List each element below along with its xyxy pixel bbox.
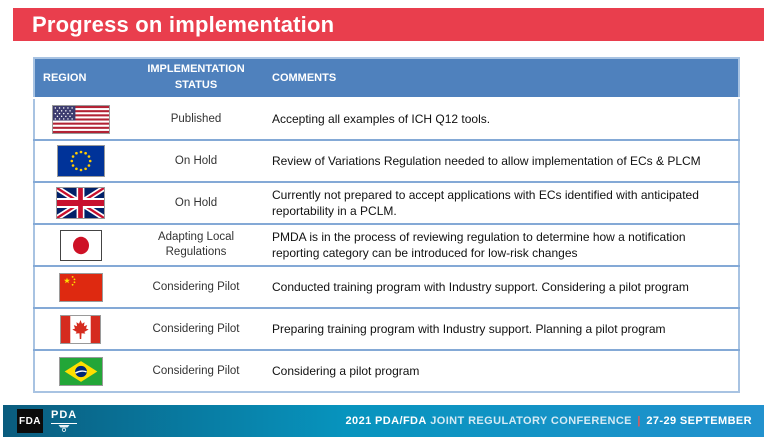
page-title: Progress on implementation [32,11,335,37]
comment-cell: Conducted training program with Industry… [266,265,739,308]
conference-dates: 27-29 SEPTEMBER [646,415,752,427]
flag-china-icon [58,272,103,302]
table-row: Considering Pilot Preparing training pro… [34,307,739,350]
header-implementation-status: IMPLEMENTATION STATUS [126,58,266,99]
table-header-row: REGION IMPLEMENTATION STATUS COMMENTS [34,58,739,99]
flag-japan-icon [59,229,102,261]
table-row: On Hold Review of Variations Regulation … [34,139,739,182]
status-cell: Considering Pilot [126,349,266,392]
flag-canada-icon [60,314,101,344]
footer-logos: FDA PDA [17,409,78,433]
pda-logo-text: PDA [51,410,78,424]
conference-brand: 2021 PDA/FDA [345,415,427,427]
implementation-table: REGION IMPLEMENTATION STATUS COMMENTS [33,57,740,393]
header-region: REGION [34,58,126,99]
table-row: Considering Pilot Considering a pilot pr… [34,349,739,392]
header-comments: COMMENTS [266,58,739,99]
comment-cell: Review of Variations Regulation needed t… [266,139,739,182]
flag-uk-icon [56,187,105,219]
pda-logo: PDA [51,410,78,432]
table-row: Adapting Local Regulations PMDA is in th… [34,223,739,266]
implementation-table-wrap: REGION IMPLEMENTATION STATUS COMMENTS [33,57,740,393]
status-cell: Published [126,98,266,140]
flag-eu-icon [56,145,105,177]
title-banner: Progress on implementation [13,8,764,41]
comment-cell: Accepting all examples of ICH Q12 tools. [266,98,739,140]
comment-cell: Currently not prepared to accept applica… [266,181,739,224]
conference-banner-text: 2021 PDA/FDA JOINT REGULATORY CONFERENCE… [346,415,752,427]
status-cell: On Hold [126,139,266,182]
comment-cell: Preparing training program with Industry… [266,307,739,350]
flag-brazil-icon [58,356,103,386]
status-cell: Considering Pilot [126,307,266,350]
table-row: Published Accepting all examples of ICH … [34,98,739,140]
comment-cell: Considering a pilot program [266,349,739,392]
conference-separator: | [637,415,641,427]
table-row: On Hold Currently not prepared to accept… [34,181,739,224]
flag-usa-icon [51,104,110,134]
status-cell: On Hold [126,181,266,224]
table-row: Considering Pilot Conducted training pro… [34,265,739,308]
status-cell: Considering Pilot [126,265,266,308]
status-cell: Adapting Local Regulations [126,223,266,266]
footer-bar: FDA PDA 2021 PDA/FDA JOINT REGULATORY CO… [3,405,764,437]
fda-logo: FDA [17,409,43,433]
comment-cell: PMDA is in the process of reviewing regu… [266,223,739,266]
pda-emblem-icon [58,424,70,432]
conference-name: JOINT REGULATORY CONFERENCE [430,415,632,427]
